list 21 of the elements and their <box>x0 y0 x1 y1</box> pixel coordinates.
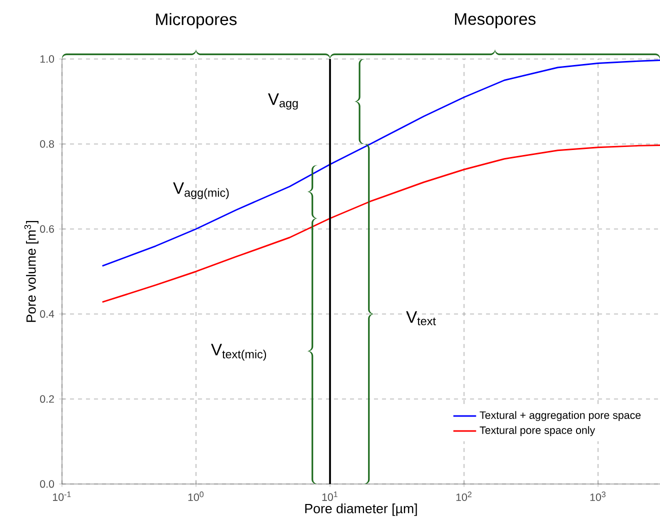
y-axis-title: Pore volume [m$^{3}$] <box>24 220 38 322</box>
y-tick-label: 0.6 <box>40 225 54 233</box>
x-axis-title: Pore diameter [µm] <box>305 504 417 516</box>
legend-label: Textural + aggregation pore space <box>480 411 641 422</box>
x-tick-label: 10$^{2}$ <box>456 492 472 502</box>
x-tick-label: 10$^{3}$ <box>590 492 606 502</box>
x-tick-label: 10$^{1}$ <box>322 492 338 501</box>
annotation: V$_{agg(mic)}$ <box>173 182 229 200</box>
text: Micropores <box>156 12 237 29</box>
annotation: V$_{agg}$ <box>268 93 298 110</box>
y-tick-label: 0.8 <box>40 140 54 148</box>
annotation: V$_{text(mic)}$ <box>211 344 266 361</box>
y-tick-label: 0.0 <box>40 480 54 488</box>
y-tick-label: 0.2 <box>40 395 54 403</box>
legend-label: Textural pore space only <box>480 426 596 436</box>
y-tick-label: 0.4 <box>40 310 54 318</box>
annotation: V$_{text}$ <box>406 311 436 326</box>
x-tick-label: 10$^{0}$ <box>188 492 204 502</box>
text: Mesopores <box>455 13 536 28</box>
y-tick-label: 1.0 <box>40 55 54 63</box>
x-tick-label: 10$^{-1}$ <box>52 492 71 501</box>
